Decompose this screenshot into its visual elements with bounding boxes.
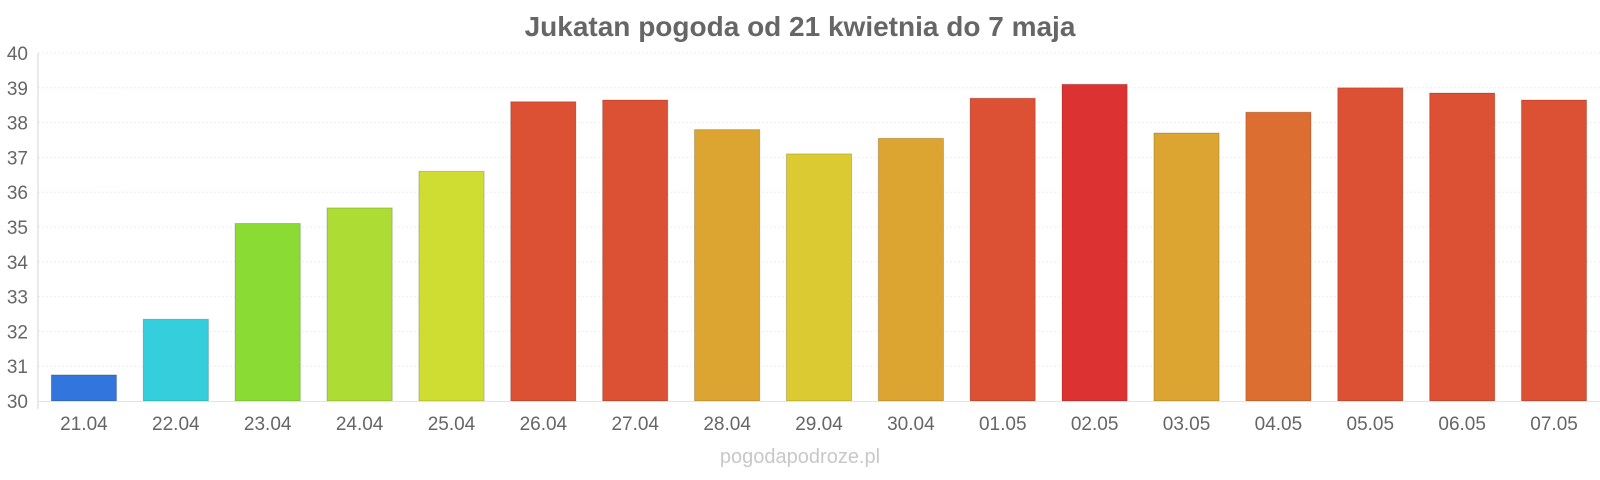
x-tick-label: 28.04 — [703, 414, 751, 435]
bar — [785, 153, 853, 402]
bar — [694, 129, 761, 402]
bar — [326, 207, 393, 402]
bar — [418, 170, 485, 402]
bar — [1153, 132, 1220, 402]
x-tick-label: 06.05 — [1438, 414, 1486, 435]
x-tick-label: 22.04 — [152, 414, 200, 435]
bar — [234, 223, 301, 402]
bar — [602, 99, 669, 402]
bar — [1061, 83, 1128, 402]
bar — [50, 374, 117, 402]
x-tick-label: 24.04 — [336, 414, 384, 435]
x-tick-label: 29.04 — [795, 414, 843, 435]
y-tick-label: 30 — [7, 392, 28, 413]
y-tick-label: 33 — [7, 288, 28, 309]
y-tick-label: 34 — [7, 253, 29, 274]
x-tick-label: 27.04 — [611, 414, 659, 435]
x-tick-label: 21.04 — [60, 414, 108, 435]
x-tick-label: 26.04 — [520, 414, 568, 435]
chart-title: Jukatan pogoda od 21 kwietnia do 7 maja — [525, 11, 1076, 42]
bar — [877, 137, 944, 402]
bar — [1245, 111, 1312, 402]
x-tick-label: 25.04 — [428, 414, 476, 435]
bar — [142, 318, 209, 402]
y-tick-label: 31 — [7, 357, 28, 378]
y-tick-label: 38 — [7, 114, 28, 135]
y-tick-label: 39 — [7, 79, 28, 100]
y-tick-label: 35 — [7, 218, 28, 239]
y-axis: 30 31 32 33 34 35 36 37 38 39 40 — [7, 44, 39, 413]
watermark: pogodapodroze.pl — [720, 446, 880, 468]
x-tick-label: 07.05 — [1530, 414, 1578, 435]
bar — [1429, 92, 1496, 402]
x-tick-label: 01.05 — [979, 414, 1027, 435]
bar — [510, 101, 577, 402]
x-axis: 21.04 22.04 23.04 24.04 25.04 26.04 27.04 28.04… — [38, 401, 1600, 435]
x-tick-label: 23.04 — [244, 414, 292, 435]
bar — [969, 97, 1036, 402]
y-tick-label: 32 — [7, 322, 28, 343]
x-tick-label: 05.05 — [1347, 414, 1395, 435]
bar — [1337, 87, 1404, 402]
y-tick-label: 37 — [7, 148, 28, 169]
bars — [50, 83, 1588, 402]
x-tick-label: 30.04 — [887, 414, 935, 435]
bar — [1520, 99, 1588, 402]
y-tick-label: 40 — [7, 44, 28, 65]
y-tick-label: 36 — [7, 183, 28, 204]
x-tick-label: 04.05 — [1255, 414, 1303, 435]
x-tick-label: 02.05 — [1071, 414, 1119, 435]
x-tick-label: 03.05 — [1163, 414, 1211, 435]
